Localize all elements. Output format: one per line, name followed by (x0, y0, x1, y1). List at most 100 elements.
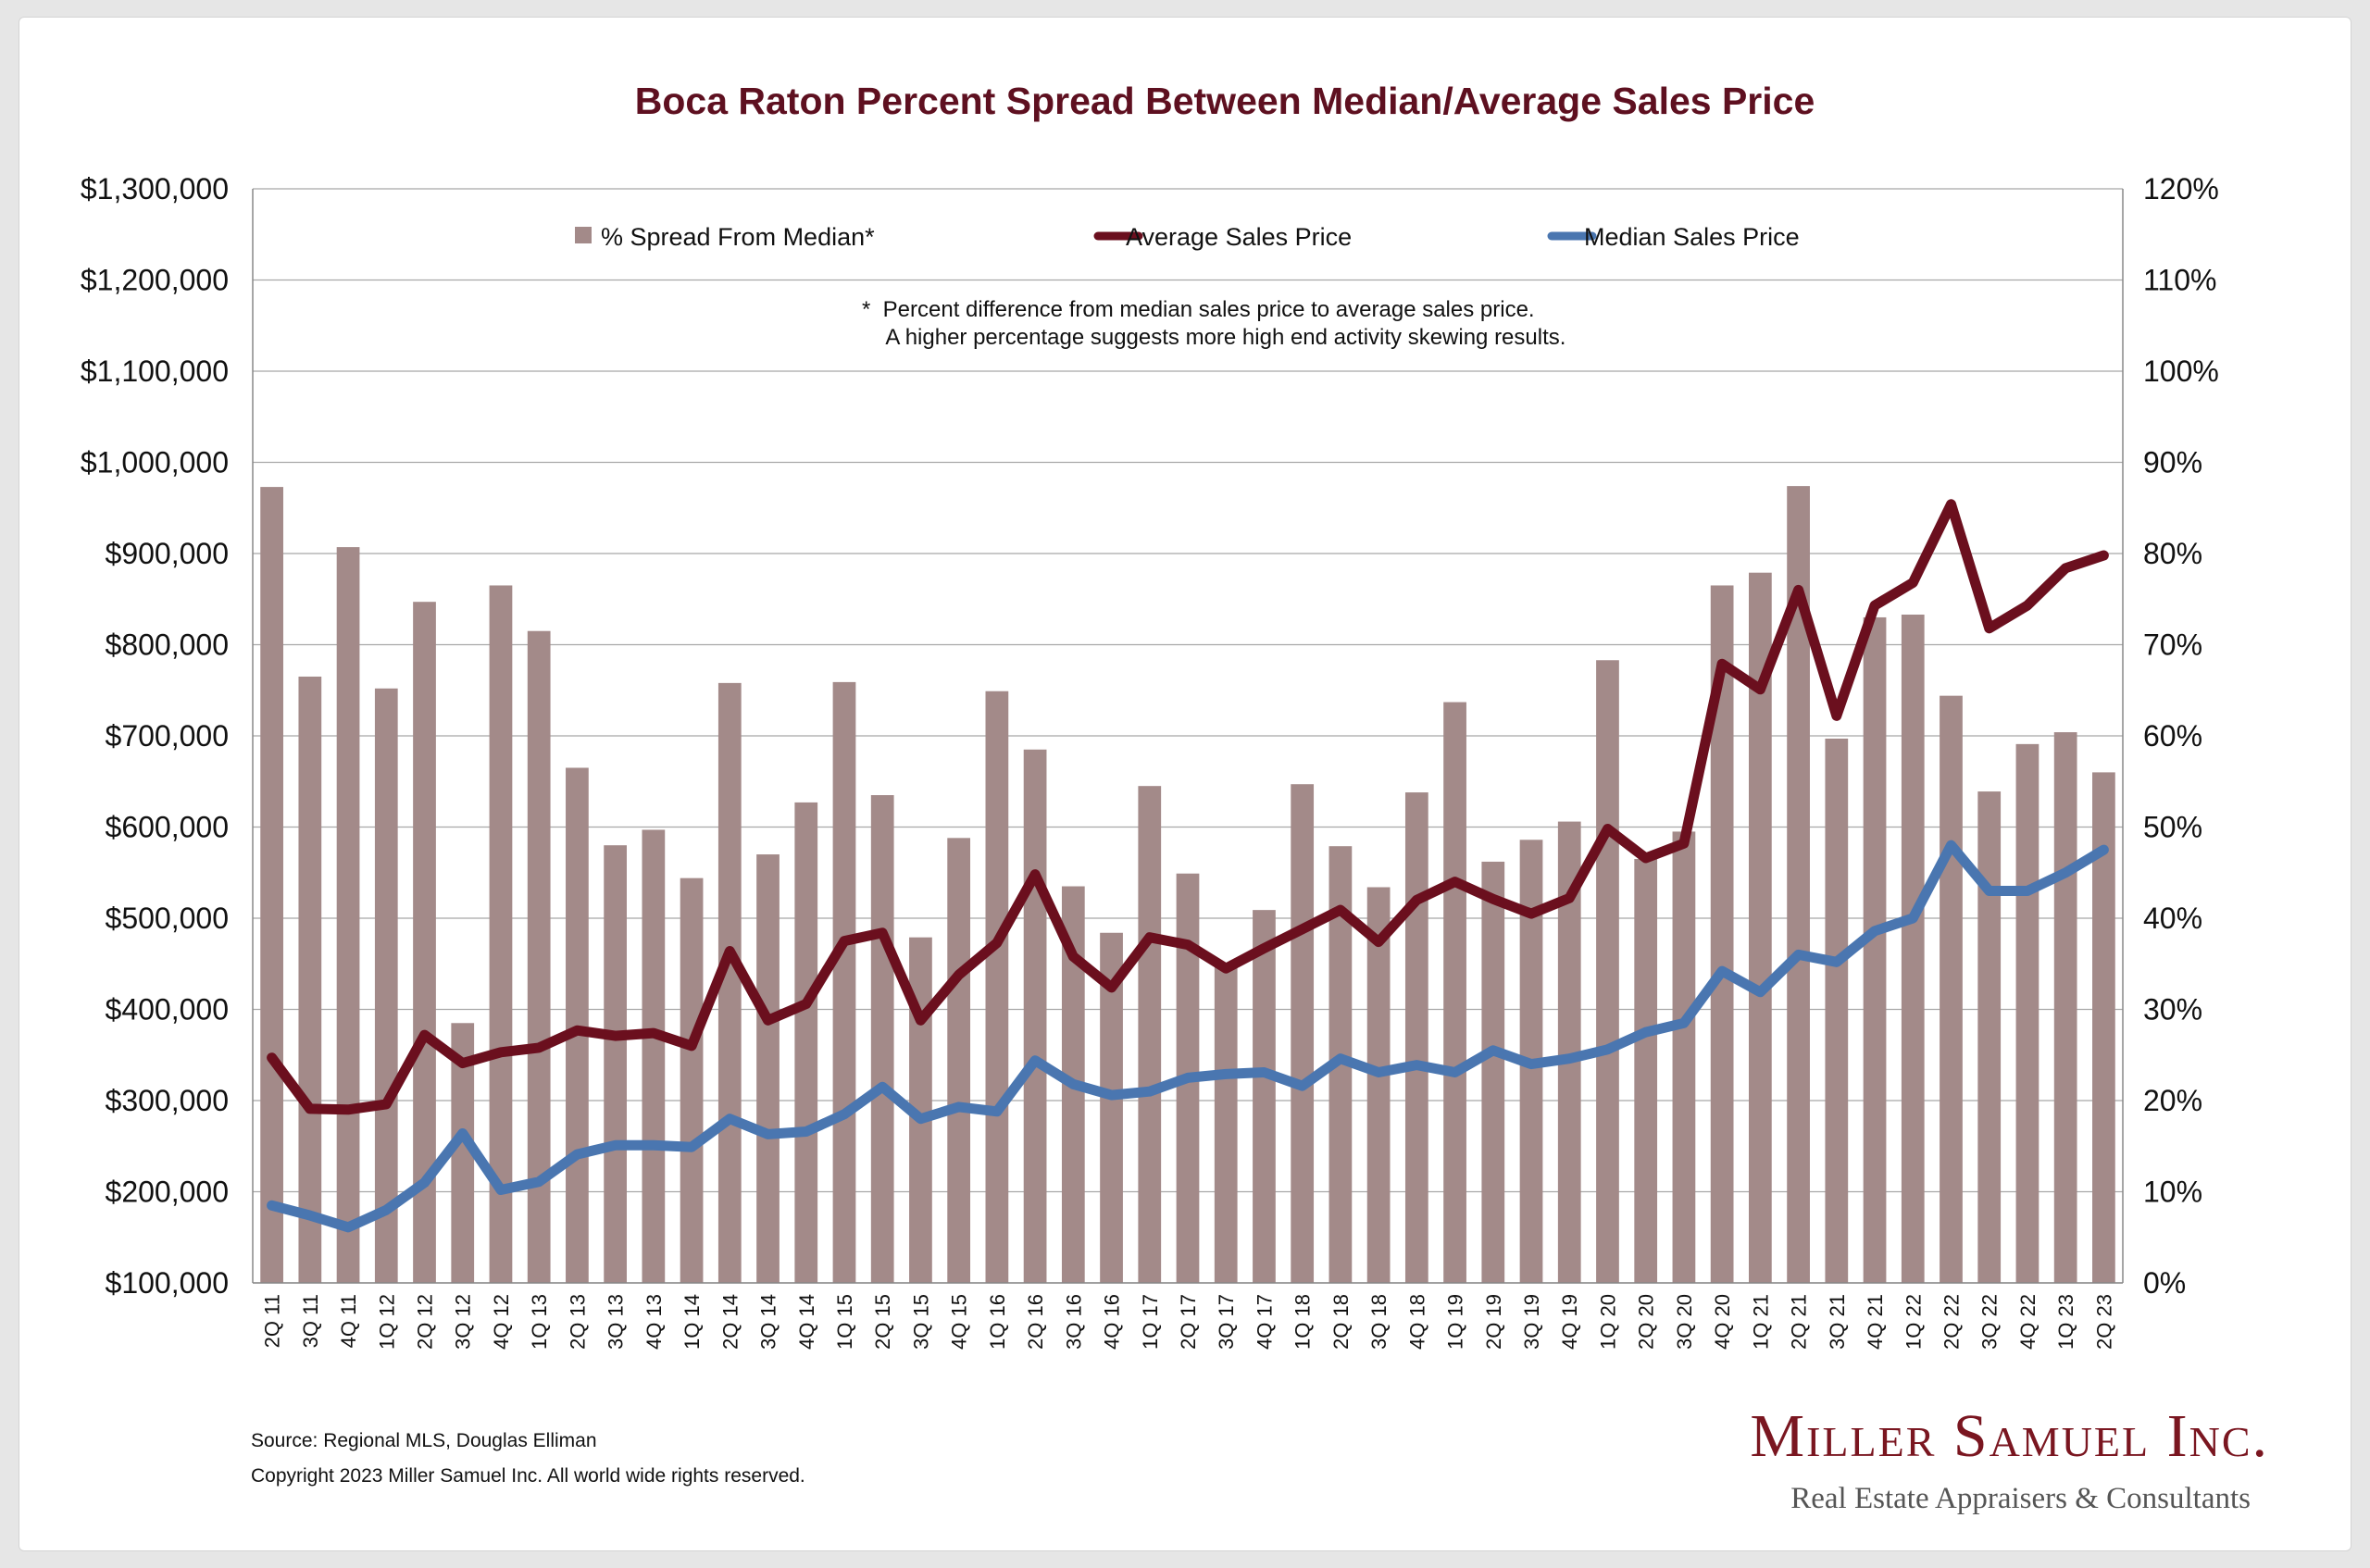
company-logo-tagline: Real Estate Appraisers & Consultants (1790, 1482, 2251, 1515)
spread-bar (374, 688, 398, 1283)
chart-title: Boca Raton Percent Spread Between Median… (635, 80, 1815, 122)
y-right-tick-label: 60% (2143, 719, 2202, 753)
legend-swatch-bar (575, 227, 592, 243)
x-tick-label: 3Q 20 (1673, 1294, 1696, 1350)
spread-bar (489, 585, 513, 1283)
spread-bar (1634, 858, 1658, 1283)
x-tick-label: 1Q 13 (528, 1294, 551, 1350)
annotation-line: A higher percentage suggests more high e… (862, 325, 1565, 350)
x-tick-label: 4Q 14 (795, 1294, 818, 1350)
y-right-tick-label: 30% (2143, 993, 2202, 1027)
x-tick-label: 1Q 21 (1749, 1294, 1772, 1350)
spread-bar (2053, 732, 2077, 1283)
x-tick-label: 3Q 18 (1367, 1294, 1391, 1350)
x-tick-label: 1Q 19 (1444, 1294, 1467, 1350)
x-tick-label: 1Q 18 (1291, 1294, 1315, 1350)
spread-bar (642, 829, 666, 1283)
spread-bar (985, 691, 1009, 1283)
x-tick-label: 2Q 16 (1024, 1294, 1047, 1350)
x-tick-label: 2Q 21 (1788, 1294, 1811, 1350)
legend-label: Median Sales Price (1584, 223, 1800, 251)
x-tick-label: 1Q 22 (1902, 1294, 1925, 1350)
x-tick-label: 3Q 16 (1062, 1294, 1085, 1350)
spread-bar (1023, 749, 1047, 1283)
spread-bar (1138, 786, 1162, 1283)
y-right-tick-label: 120% (2143, 172, 2219, 205)
spread-bar (604, 845, 627, 1283)
x-tick-label: 2Q 17 (1177, 1294, 1200, 1350)
x-tick-label: 4Q 15 (948, 1294, 971, 1350)
spread-bar (1825, 738, 1849, 1283)
x-tick-label: 4Q 12 (490, 1294, 513, 1350)
x-tick-label: 1Q 14 (680, 1294, 704, 1350)
spread-bar (1291, 784, 1315, 1283)
x-tick-label: 4Q 16 (1101, 1294, 1124, 1350)
x-tick-label: 2Q 19 (1482, 1294, 1505, 1350)
average-sales-price-line (267, 499, 2109, 1115)
y-left-tick-label: $200,000 (106, 1176, 229, 1209)
spread-bar (1253, 910, 1276, 1283)
spread-bar (1977, 791, 2002, 1283)
y-right-tick-label: 100% (2143, 355, 2219, 388)
spread-bar (870, 795, 894, 1283)
y-left-tick-label: $700,000 (106, 719, 229, 753)
spread-bar (794, 802, 818, 1283)
legend-label: Average Sales Price (1126, 223, 1352, 251)
x-tick-label: 3Q 17 (1215, 1294, 1238, 1350)
x-tick-label: 4Q 20 (1711, 1294, 1734, 1350)
y-left-tick-label: $400,000 (106, 993, 229, 1027)
y-left-tick-label: $800,000 (106, 628, 229, 662)
x-tick-label: 2Q 15 (871, 1294, 894, 1350)
y-right-tick-label: 0% (2143, 1266, 2186, 1300)
spread-bar (2015, 743, 2039, 1283)
spread-bar (1481, 861, 1505, 1283)
x-tick-label: 2Q 22 (1940, 1294, 1963, 1350)
spread-bar (298, 676, 322, 1283)
spread-bar (947, 838, 971, 1283)
y-left-tick-label: $1,100,000 (81, 355, 229, 388)
x-tick-label: 3Q 12 (452, 1294, 475, 1350)
x-tick-label: 1Q 20 (1596, 1294, 1619, 1350)
spread-bar (260, 487, 283, 1283)
x-tick-label: 4Q 21 (1864, 1294, 1887, 1350)
x-tick-label: 1Q 23 (2054, 1294, 2077, 1350)
spread-bar (680, 877, 704, 1283)
x-tick-label: 4Q 19 (1558, 1294, 1581, 1350)
y-right-tick-label: 10% (2143, 1176, 2202, 1209)
y-left-tick-label: $1,200,000 (81, 264, 229, 297)
x-tick-label: 4Q 18 (1405, 1294, 1428, 1350)
y-right-tick-label: 50% (2143, 811, 2202, 844)
chart: Boca Raton Percent Spread Between Median… (81, 80, 2219, 1350)
x-tick-label: 2Q 23 (2092, 1294, 2115, 1350)
spread-bar (1214, 964, 1238, 1283)
x-tick-label: 1Q 12 (375, 1294, 398, 1350)
chart-frame: Boca Raton Percent Spread Between Median… (19, 17, 2351, 1551)
spread-bar (1863, 616, 1887, 1283)
y-left-tick-label: $1,000,000 (81, 446, 229, 479)
x-tick-label: 3Q 22 (1978, 1294, 2002, 1350)
spread-bar (336, 547, 360, 1283)
spread-bar (1940, 695, 1963, 1283)
median-sales-price-line (267, 840, 2109, 1233)
x-tick-label: 3Q 11 (299, 1294, 322, 1348)
x-tick-label: 3Q 14 (757, 1294, 780, 1350)
source-note: Source: Regional MLS, Douglas Elliman (251, 1430, 597, 1451)
spread-bar (1901, 614, 1925, 1283)
y-left-tick-label: $1,300,000 (81, 172, 229, 205)
x-tick-label: 3Q 15 (909, 1294, 932, 1350)
x-tick-label: 2Q 11 (261, 1294, 284, 1348)
y-left-tick-label: $300,000 (106, 1084, 229, 1117)
y-right-tick-label: 40% (2143, 902, 2202, 935)
spread-bar (1596, 660, 1619, 1283)
y-left-tick-label: $600,000 (106, 811, 229, 844)
copyright-note: Copyright 2023 Miller Samuel Inc. All wo… (251, 1465, 805, 1487)
x-tick-label: 2Q 14 (718, 1294, 742, 1350)
spread-bar (756, 854, 780, 1283)
spread-bar (1443, 702, 1466, 1283)
y-left-tick-label: $100,000 (106, 1266, 229, 1300)
company-logo-name: Miller Samuel Inc. (1750, 1402, 2269, 1470)
x-tick-label: 4Q 22 (2016, 1294, 2039, 1350)
spread-bar (1366, 887, 1391, 1283)
legend-label: % Spread From Median* (601, 223, 875, 251)
y-right-tick-label: 70% (2143, 628, 2202, 662)
